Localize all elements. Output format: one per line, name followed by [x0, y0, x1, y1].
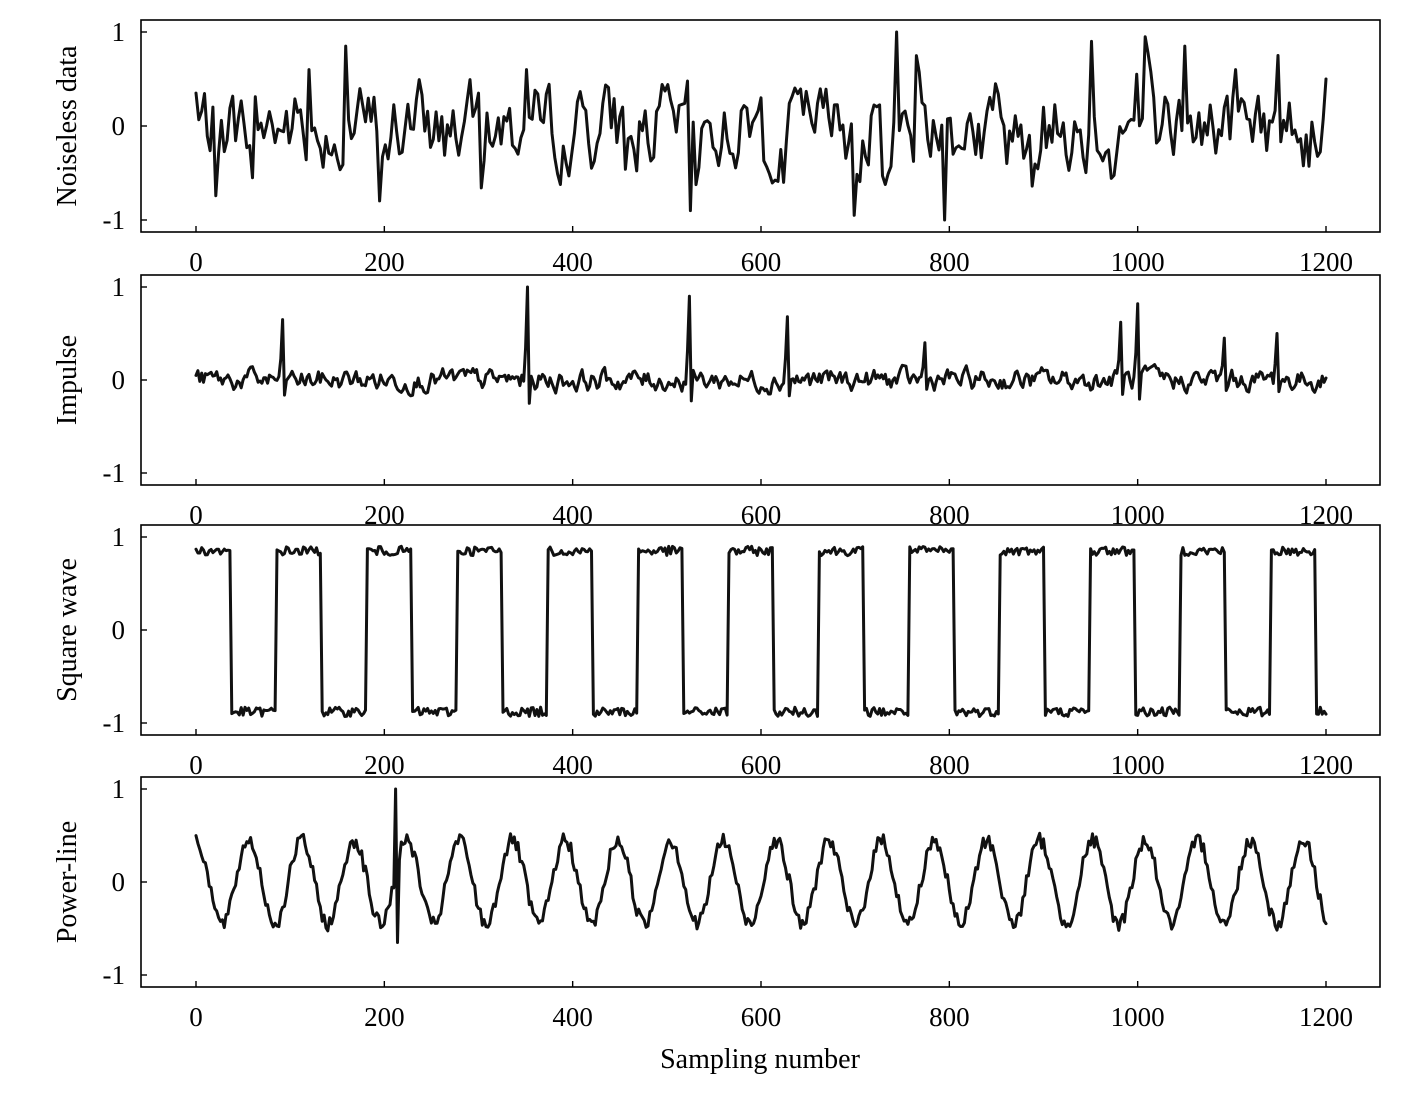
y-tick-label: 0: [112, 111, 126, 141]
series-line: [194, 285, 1328, 405]
y-tick-label: -1: [103, 458, 126, 488]
panel-1: 1 0 -1 0 200 400 600 800 1000 1200 Noiseless data: [52, 17, 1381, 277]
y-axis-label: Noiseless data: [52, 45, 83, 207]
x-axis-label: Sampling number: [660, 1044, 861, 1075]
y-tick-label: 1: [112, 774, 126, 804]
x-tick-label: 0: [189, 1002, 203, 1032]
y-tick-label: 1: [112, 272, 126, 302]
y-tick-label: -1: [103, 708, 126, 738]
x-tick-label: 800: [929, 750, 970, 780]
y-tick-label: 0: [112, 615, 126, 645]
x-tick-label: 0: [189, 500, 203, 530]
series-line: [194, 30, 1328, 222]
x-tick-label: 1000: [1111, 1002, 1165, 1032]
x-tick-label: 600: [741, 750, 782, 780]
x-tick-label: 1200: [1299, 750, 1353, 780]
y-tick-label: -1: [103, 205, 126, 235]
x-tick-label: 200: [364, 750, 405, 780]
x-tick-label: 1200: [1299, 247, 1353, 277]
panel-4: 1 0 -1 0 200 400 600 800 1000 1200 Power-line: [52, 774, 1381, 1032]
x-tick-label: 0: [189, 247, 203, 277]
x-tick-label: 800: [929, 247, 970, 277]
x-tick-label: 200: [364, 1002, 405, 1032]
y-tick-label: -1: [103, 960, 126, 990]
y-axis-label: Power-line: [52, 821, 83, 943]
series-line: [194, 787, 1328, 944]
x-tick-label: 200: [364, 247, 405, 277]
y-axis-label: Square wave: [52, 558, 83, 702]
x-tick-label: 400: [552, 247, 593, 277]
x-tick-label: 400: [552, 1002, 593, 1032]
x-tick-label: 0: [189, 750, 203, 780]
plot-frame: [140, 776, 1381, 988]
y-axis-label: Impulse: [52, 335, 83, 425]
y-tick-label: 0: [112, 867, 126, 897]
y-tick-label: 1: [112, 522, 126, 552]
x-tick-label: 1000: [1111, 247, 1165, 277]
x-tick-label: 800: [929, 1002, 970, 1032]
y-tick-label: 0: [112, 365, 126, 395]
plot-frame: [140, 19, 1381, 233]
y-tick-label: 1: [112, 17, 126, 47]
x-tick-label: 600: [741, 1002, 782, 1032]
panel-3: 1 0 -1 0 200 400 600 800 1000 1200 Square wave: [52, 522, 1381, 780]
plot-frame: [140, 524, 1381, 736]
x-tick-label: 400: [552, 750, 593, 780]
x-tick-label: 600: [741, 247, 782, 277]
x-tick-label: 1000: [1111, 750, 1165, 780]
x-tick-label: 1200: [1299, 1002, 1353, 1032]
series-line: [194, 544, 1328, 718]
